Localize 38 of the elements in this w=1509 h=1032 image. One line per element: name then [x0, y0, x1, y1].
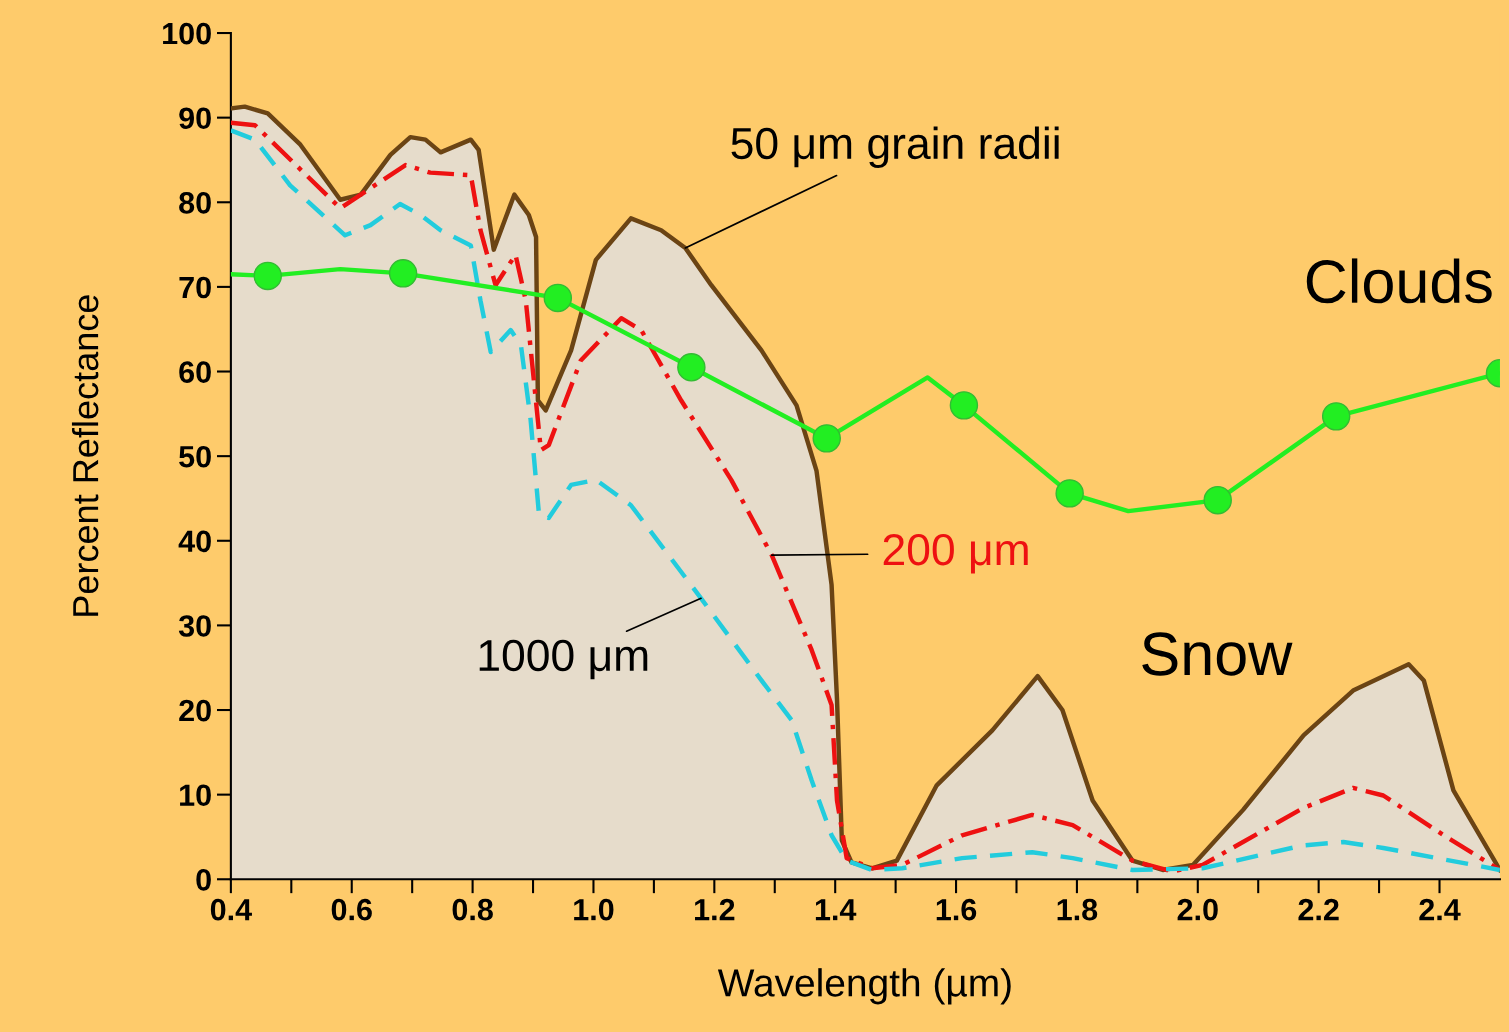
- point: [677, 353, 706, 382]
- x-tick-label: 1.0: [574, 898, 614, 921]
- point: [812, 424, 841, 453]
- point: [253, 261, 282, 291]
- y-axis-title: Percent Reflectance: [71, 295, 99, 616]
- point: [949, 391, 979, 420]
- y-tick-label: 70: [179, 276, 211, 299]
- point: [1203, 485, 1232, 515]
- point: [543, 283, 573, 313]
- y-tick-label: 0: [196, 869, 211, 891]
- y-tick-label: 100: [163, 22, 211, 45]
- text: 200 μm: [883, 533, 1028, 574]
- x-tick-label: 2.4: [1419, 898, 1461, 921]
- point: [1321, 402, 1351, 431]
- x-tick-label: 0.4: [210, 898, 252, 921]
- x-tick-label: 1.6: [936, 898, 977, 921]
- y-tick-label: 30: [178, 615, 211, 637]
- y-tick-label: 40: [178, 530, 211, 553]
- y-tick-label: 80: [179, 192, 211, 214]
- x-tick-label: 0.8: [452, 898, 493, 921]
- point: [388, 259, 418, 288]
- y-tick-label: 60: [179, 361, 211, 383]
- y-tick-label: 10: [180, 784, 211, 807]
- x-tick-label: 1.4: [815, 899, 857, 921]
- y-tick-label: 50: [179, 445, 211, 468]
- y-tick-label: 90: [179, 107, 211, 130]
- x-tick-label: 2.0: [1177, 898, 1218, 921]
- annotation: Snow: [1142, 632, 1293, 676]
- series-label: Clouds: [1306, 258, 1492, 304]
- x-tick-label: 0.6: [331, 898, 372, 921]
- series-label: 1000 μm: [479, 639, 648, 680]
- x-tick-label: 1.8: [1057, 898, 1098, 921]
- text: 50 μm grain radii: [731, 126, 1059, 168]
- point: [1055, 479, 1084, 508]
- x-tick-label: 1.2: [695, 898, 735, 921]
- x-tick-label: 2.2: [1298, 898, 1339, 921]
- y-tick-label: 20: [179, 699, 211, 722]
- x-axis-title: Wavelength (µm): [717, 968, 1011, 1005]
